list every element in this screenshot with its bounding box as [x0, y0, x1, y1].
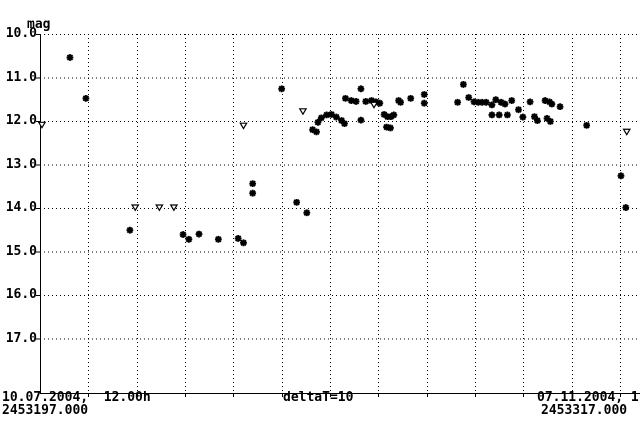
- y-tick-label: 15.0: [5, 243, 37, 259]
- x-axis-start-date-label: 10.07.2004, 12.00h: [2, 390, 151, 405]
- observation-marker-core: [484, 100, 488, 104]
- observation-marker-core: [359, 118, 363, 122]
- observation-marker-core: [305, 211, 309, 215]
- observation-marker-core: [494, 98, 498, 102]
- observation-marker-core: [251, 182, 255, 186]
- x-axis-start-jd-label: 2453197.000: [2, 403, 89, 418]
- fainter-than-limit-marker: [239, 122, 248, 130]
- observation-marker-core: [585, 123, 589, 127]
- observation-marker-core: [510, 98, 514, 103]
- observation-marker-core: [422, 92, 426, 97]
- observation-marker-core: [241, 241, 246, 245]
- y-tick-label: 11.0: [5, 69, 37, 85]
- observation-marker-core: [490, 103, 494, 107]
- observation-marker-core: [528, 100, 532, 104]
- observation-marker-core: [342, 122, 347, 126]
- observation-marker-core: [497, 113, 501, 117]
- y-tick-label: 12.0: [5, 113, 37, 128]
- fainter-than-limit-marker: [37, 121, 47, 129]
- fainter-than-limit-marker: [622, 128, 632, 136]
- observation-marker-core: [181, 232, 185, 237]
- observation-marker-core: [364, 99, 368, 104]
- observation-marker-core: [388, 126, 393, 130]
- observation-marker-core: [295, 200, 299, 204]
- observation-marker-core: [624, 205, 628, 210]
- observation-marker-core: [472, 100, 476, 104]
- y-tick-label: 14.0: [5, 200, 37, 215]
- fainter-than-limit-marker: [298, 108, 308, 116]
- observation-marker-core: [422, 101, 426, 105]
- observation-marker-core: [503, 102, 507, 106]
- observation-marker-core: [128, 228, 132, 232]
- observation-marker-core: [68, 55, 72, 60]
- observation-marker-core: [398, 100, 403, 104]
- x-axis-end-jd-label: 2453317.000: [541, 403, 628, 418]
- observation-marker-core: [558, 105, 562, 109]
- fainter-than-limit-marker: [169, 204, 179, 212]
- observation-marker-core: [354, 99, 358, 104]
- observation-marker-core: [325, 113, 329, 117]
- delta-t-label: deltaT=10: [283, 390, 354, 405]
- observation-marker-core: [369, 98, 374, 103]
- y-tick-label: 17.0: [5, 330, 37, 346]
- observation-marker-core: [456, 100, 460, 104]
- observation-marker-core: [409, 96, 413, 100]
- observation-marker-core: [505, 113, 509, 117]
- magnitude-axis-title: mag: [27, 17, 51, 32]
- observation-marker-core: [543, 98, 547, 103]
- observation-marker-core: [216, 237, 220, 241]
- observation-marker-core: [314, 130, 319, 134]
- observation-marker-core: [516, 108, 521, 112]
- observation-marker-core: [236, 236, 240, 241]
- observation-marker-core: [535, 118, 539, 123]
- observation-marker-core: [550, 102, 554, 106]
- fainter-than-limit-marker: [130, 204, 140, 212]
- observation-marker-core: [349, 98, 353, 103]
- observation-marker-core: [316, 120, 320, 124]
- observation-marker-core: [329, 112, 334, 117]
- observation-marker-core: [392, 113, 396, 117]
- y-tick-label: 16.0: [5, 287, 37, 302]
- observation-marker-core: [311, 128, 315, 132]
- observation-marker-core: [532, 115, 537, 119]
- y-tick-label: 13.0: [5, 156, 37, 172]
- observation-marker-core: [84, 96, 88, 100]
- x-axis-end-date-label: 07.11.2004, 1: [537, 390, 639, 405]
- observation-marker-core: [490, 113, 494, 117]
- observation-marker-core: [548, 119, 553, 124]
- y-tick-label: 10.0: [5, 26, 37, 41]
- observation-marker-core: [319, 116, 323, 120]
- fainter-than-limit-marker: [155, 204, 164, 212]
- observation-marker-core: [619, 174, 623, 178]
- observation-marker-core: [187, 237, 191, 241]
- observation-marker-core: [461, 82, 465, 87]
- observation-marker-core: [378, 101, 382, 105]
- observation-marker-core: [251, 191, 255, 195]
- observation-marker-core: [197, 232, 201, 236]
- observation-marker-core: [359, 87, 363, 91]
- observation-marker-core: [467, 95, 471, 100]
- fainter-than-limit-marker: [369, 101, 379, 109]
- observation-marker-core: [334, 115, 338, 119]
- observation-marker-core: [280, 87, 284, 91]
- observation-marker-core: [521, 115, 525, 119]
- observation-marker-core: [343, 96, 348, 100]
